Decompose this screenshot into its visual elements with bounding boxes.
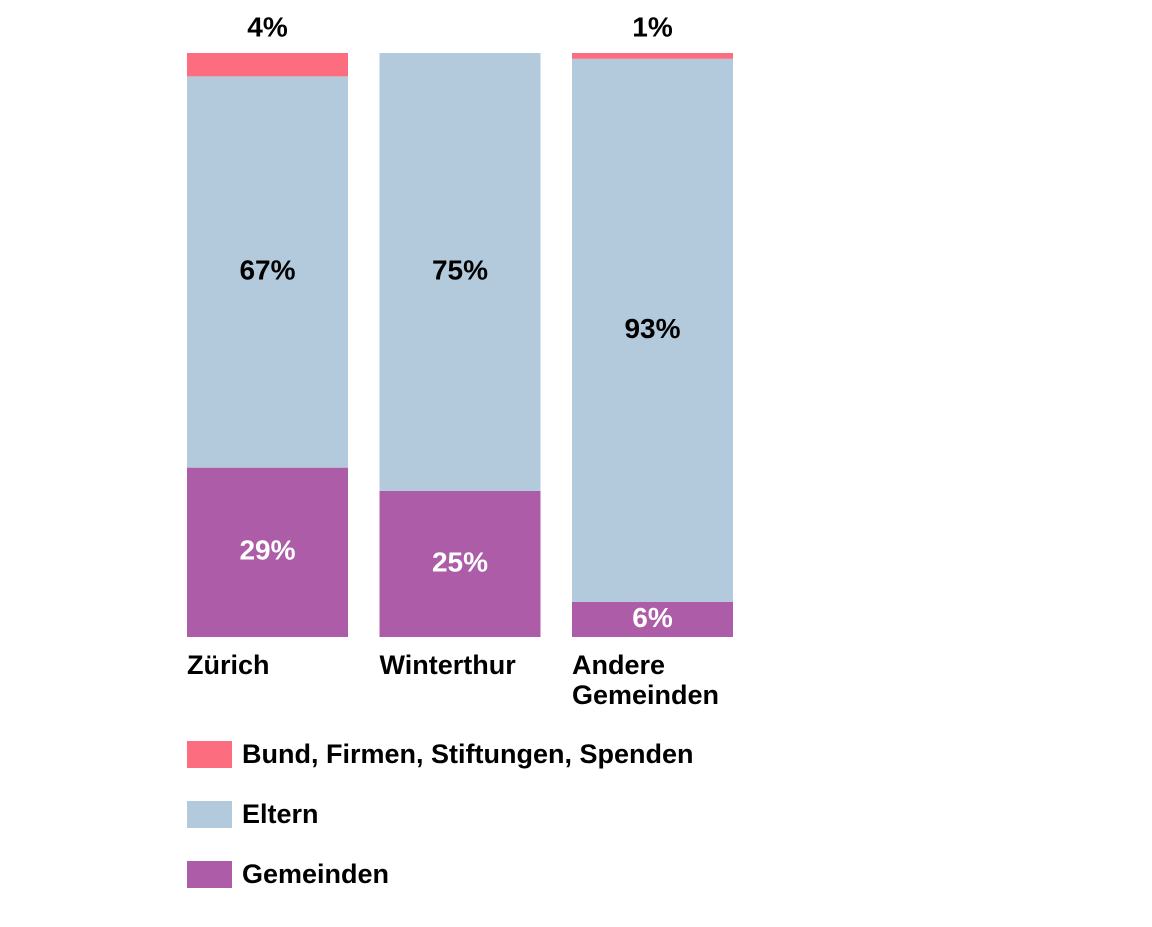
value-label: 4% [247,11,288,42]
value-label: 93% [624,313,680,344]
bar-segment [572,58,733,602]
legend-label: Gemeinden [242,859,389,889]
category-label: Winterthur [379,650,516,680]
bar-segment [379,491,541,637]
value-label: 1% [632,11,673,42]
value-label: 29% [239,535,295,566]
value-label: 6% [632,602,673,633]
legend-swatch [187,861,232,888]
bar-segment [572,53,733,59]
legend-label: Bund, Firmen, Stiftungen, Spenden [242,739,694,769]
legend-label: Eltern [242,799,319,829]
bar-segment [187,53,348,77]
legend-swatch [187,741,232,768]
value-label: 67% [239,254,295,285]
category-label: Andere Gemeinden [572,650,720,710]
bar-segment [379,53,541,491]
bar-segment [187,467,348,637]
bar-segment [572,601,733,637]
value-label: 75% [432,254,488,285]
bar-segment [187,76,348,468]
legend-swatch [187,801,232,828]
value-label: 25% [432,546,488,577]
category-label: Zürich [187,650,270,680]
